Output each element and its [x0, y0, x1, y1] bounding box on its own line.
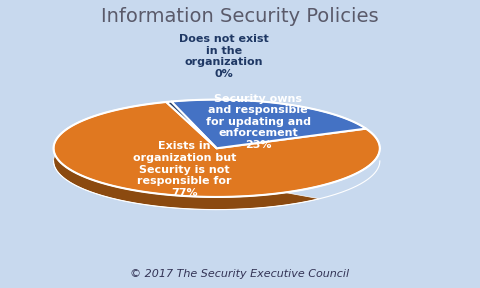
Text: Exists in
organization but
Security is not
responsible for
77%: Exists in organization but Security is n…: [133, 141, 237, 198]
Text: Information Security Policies: Information Security Policies: [101, 7, 379, 26]
Polygon shape: [171, 100, 366, 148]
Polygon shape: [54, 127, 379, 210]
Polygon shape: [54, 102, 380, 197]
Polygon shape: [166, 102, 216, 148]
Text: Does not exist
in the
organization
0%: Does not exist in the organization 0%: [179, 34, 269, 79]
Text: Security owns
and responsible
for updating and
enforcement
23%: Security owns and responsible for updati…: [205, 94, 311, 150]
Text: © 2017 The Security Executive Council: © 2017 The Security Executive Council: [131, 269, 349, 279]
